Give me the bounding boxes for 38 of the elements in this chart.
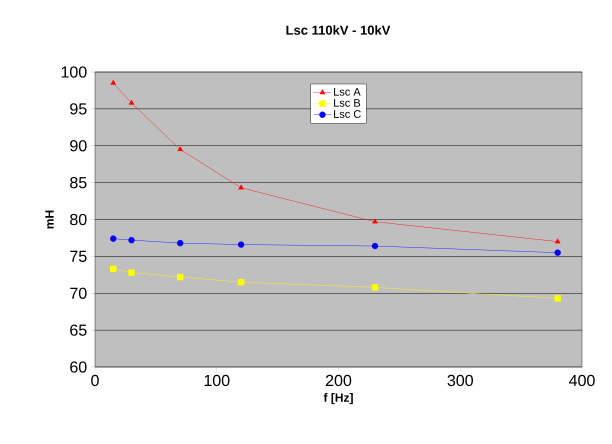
y-tick-label: 70 — [70, 288, 87, 299]
y-tick-label: 95 — [70, 103, 87, 115]
point — [110, 266, 116, 272]
legend-label: Lsc C — [334, 110, 361, 118]
y-tick-label: 85 — [70, 176, 87, 188]
y-tick-label: 60 — [70, 361, 87, 373]
point — [554, 295, 561, 302]
point — [128, 269, 135, 276]
legend-label: Lsc B — [334, 99, 360, 107]
point — [177, 240, 184, 246]
point — [128, 100, 134, 105]
point — [177, 274, 184, 280]
y-tick-label: 65 — [70, 324, 87, 336]
point — [554, 238, 560, 244]
point — [238, 278, 244, 286]
y-tick-label: 75 — [70, 250, 87, 262]
point — [177, 146, 184, 152]
point — [554, 249, 561, 256]
y-axis-title: mH — [45, 210, 54, 228]
chart-title: Lsc 110kV - 10kV — [286, 25, 390, 35]
x-tick-label: 100 — [204, 374, 230, 386]
point — [110, 235, 116, 242]
y-tick-label: 100 — [62, 66, 87, 78]
point — [372, 284, 378, 291]
y-tick-label: 80 — [70, 214, 87, 226]
y-tick-label: 90 — [70, 140, 87, 152]
x-tick-label: 0 — [91, 374, 99, 386]
legend-label: Lsc A — [334, 88, 361, 96]
x-tick-label: 400 — [569, 374, 595, 386]
x-axis-title: f [Hz] — [324, 393, 353, 404]
x-tick-label: 200 — [326, 374, 352, 386]
point — [372, 218, 378, 224]
point — [238, 184, 244, 190]
point — [110, 80, 116, 85]
point — [372, 242, 378, 250]
point — [128, 236, 135, 244]
x-tick-label: 300 — [448, 374, 473, 386]
point — [238, 241, 244, 248]
